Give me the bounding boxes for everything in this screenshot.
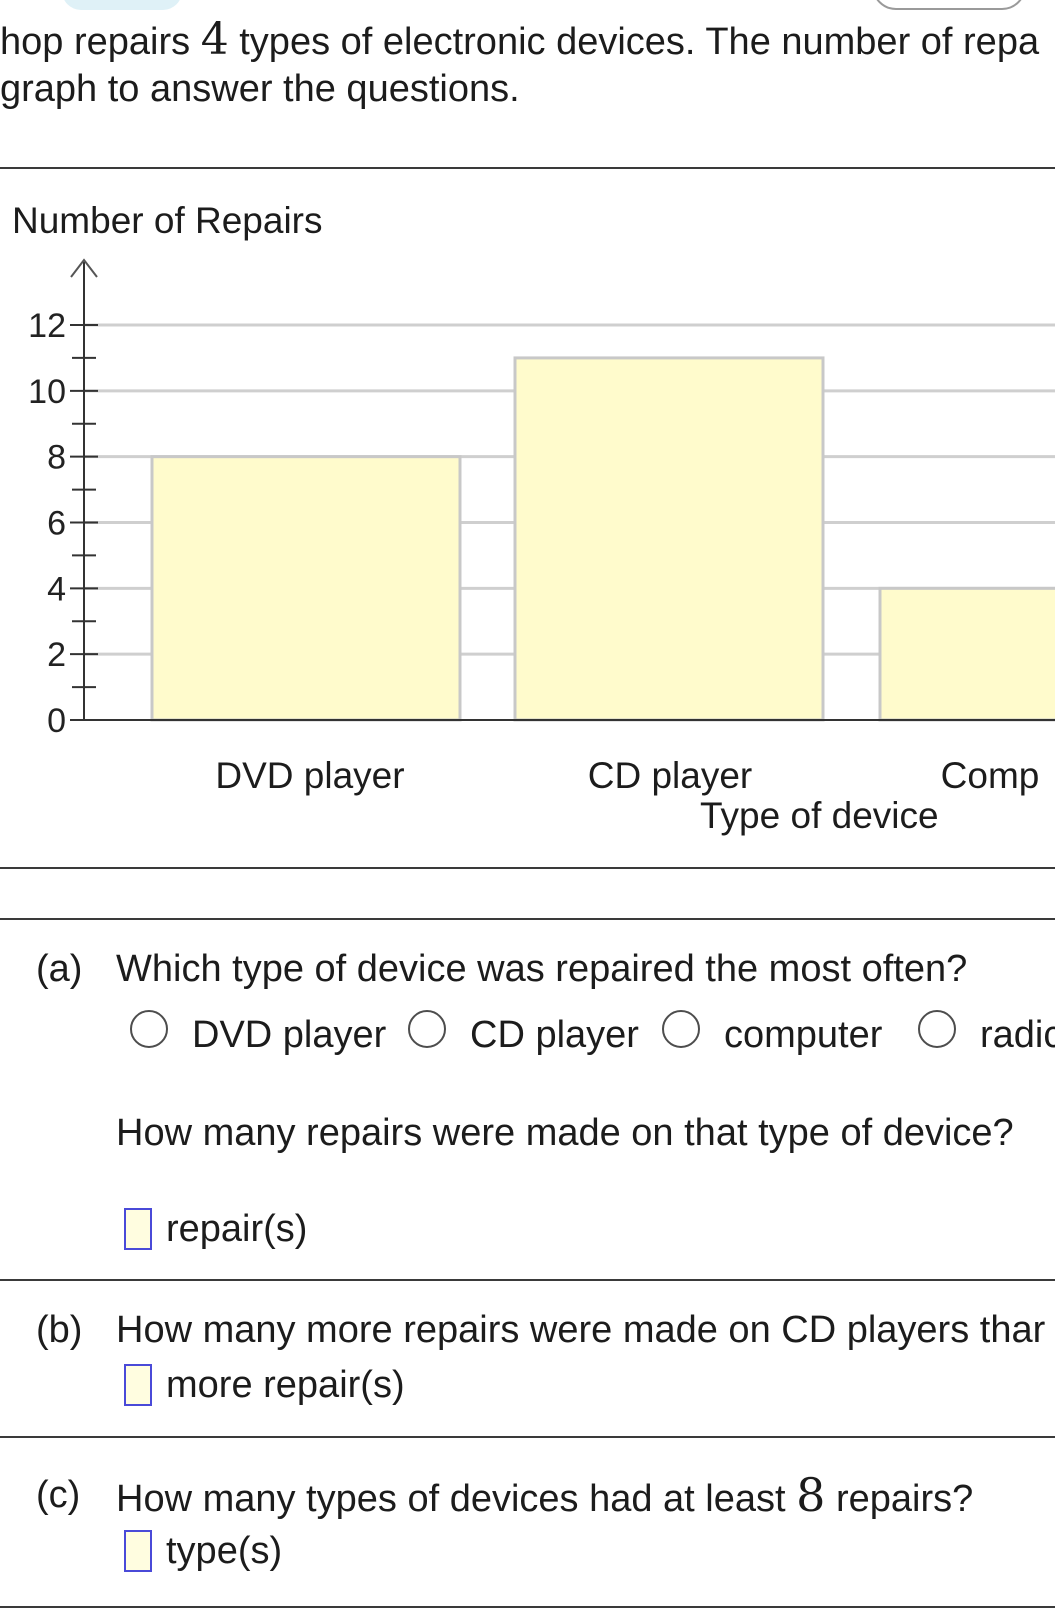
radio-dvd-player[interactable]	[130, 1010, 168, 1048]
part-b-unit: more repair(s)	[166, 1364, 405, 1406]
top-tab-partial[interactable]	[62, 0, 182, 10]
part-c-number: 8	[796, 1468, 826, 1522]
part-c-question: How many types of devices had at least 8…	[116, 1468, 973, 1522]
x-tick-label: DVD player	[215, 755, 404, 796]
x-tick-label: CD player	[588, 755, 753, 796]
part-a-unit: repair(s)	[166, 1208, 308, 1250]
part-c-unit: type(s)	[166, 1530, 283, 1572]
divider	[0, 1279, 1055, 1281]
bar-comp	[878, 586, 1055, 722]
divider	[0, 918, 1055, 920]
option-label-radio: radic	[980, 1014, 1055, 1056]
part-b-question: How many more repairs were made on CD pl…	[116, 1309, 1046, 1351]
radio-radio[interactable]	[918, 1010, 956, 1048]
radio-computer[interactable]	[662, 1010, 700, 1048]
intro-text-b: types of electronic devices. The number …	[239, 21, 1040, 63]
part-c-label: (c)	[36, 1474, 81, 1516]
option-label-cd-player: CD player	[470, 1014, 639, 1056]
y-tick-label: 10	[28, 373, 66, 411]
divider	[0, 867, 1055, 869]
bar-chart: 0 2 4 6 8 10 12 DVD player CD player Comp	[28, 258, 1055, 796]
answer-input-a[interactable]	[124, 1208, 152, 1250]
y-tick-label: 12	[28, 307, 66, 345]
part-b-label: (b)	[36, 1309, 83, 1351]
radio-cd-player[interactable]	[408, 1010, 446, 1048]
y-tick-label: 2	[47, 636, 66, 674]
intro-text-a: hop repairs	[0, 21, 191, 63]
answer-input-b[interactable]	[124, 1364, 152, 1406]
divider	[0, 167, 1055, 169]
y-axis-arrow-icon	[70, 258, 98, 278]
bar-dvd-player	[150, 455, 462, 722]
part-c-question-text-b: repairs?	[835, 1478, 974, 1520]
y-tick-label: 4	[47, 570, 66, 608]
divider	[0, 1606, 1055, 1608]
y-axis-label: Number of Repairs	[12, 200, 323, 241]
part-a-label: (a)	[36, 948, 83, 990]
part-a-follow-up: How many repairs were made on that type …	[116, 1112, 1014, 1154]
y-tick-label: 6	[47, 505, 66, 543]
intro-number: 4	[200, 14, 229, 65]
option-label-dvd-player: DVD player	[192, 1014, 387, 1056]
x-tick-label: Comp	[941, 755, 1040, 796]
option-label-computer: computer	[724, 1014, 883, 1056]
part-c-question-text-a: How many types of devices had at least	[116, 1478, 786, 1520]
x-axis-label: Type of device	[700, 795, 939, 836]
answer-input-c[interactable]	[124, 1530, 152, 1572]
divider	[0, 1436, 1055, 1438]
intro-line-1: hop repairs 4 types of electronic device…	[0, 14, 1039, 65]
bar-cd-player	[513, 356, 825, 722]
intro-line-2: graph to answer the questions.	[0, 68, 520, 110]
part-a-question: Which type of device was repaired the mo…	[116, 948, 968, 990]
y-tick-label: 0	[47, 702, 66, 740]
top-right-button-partial[interactable]	[872, 0, 1026, 10]
y-tick-label: 8	[47, 439, 66, 477]
